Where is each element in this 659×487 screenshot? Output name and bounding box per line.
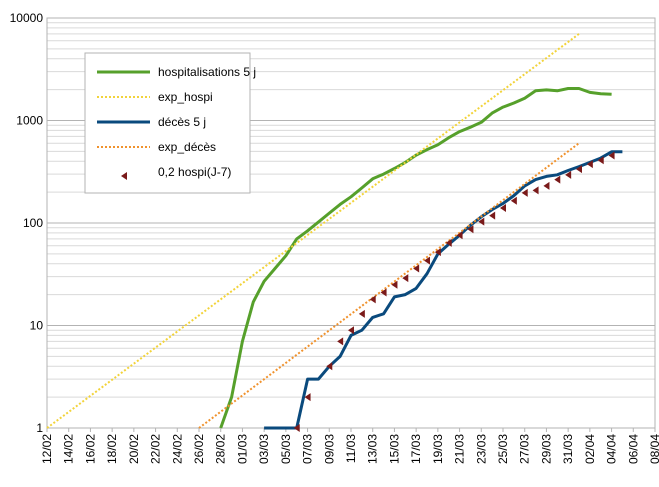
data-point-0-2-hospi-j-7 — [489, 211, 496, 220]
data-point-0-2-hospi-j-7 — [597, 156, 604, 165]
data-point-0-2-hospi-j-7 — [565, 170, 572, 179]
data-point-0-2-hospi-j-7 — [358, 309, 365, 318]
data-point-0-2-hospi-j-7 — [521, 188, 528, 197]
data-point-0-2-hospi-j-7 — [369, 295, 376, 304]
x-tick-label: 18/02 — [105, 434, 119, 464]
y-tick-label: 10000 — [10, 11, 44, 25]
data-point-0-2-hospi-j-7 — [445, 238, 452, 247]
grid — [47, 17, 655, 429]
x-tick-label: 29/03 — [539, 434, 553, 464]
x-tick-label: 20/02 — [127, 434, 141, 464]
x-tick-label: 23/03 — [474, 434, 488, 464]
y-tick-label: 10 — [30, 319, 44, 333]
data-point-0-2-hospi-j-7 — [467, 225, 474, 234]
legend-label-deces: décès 5 j — [158, 115, 206, 129]
x-tick-label: 14/02 — [62, 434, 76, 464]
series-line-exp-deces — [198, 142, 580, 429]
x-tick-label: 31/03 — [561, 434, 575, 464]
legend-label-exp-deces: exp_décès — [158, 140, 216, 154]
x-tick-label: 15/03 — [387, 434, 401, 464]
x-tick-label: 28/02 — [214, 434, 228, 464]
x-tick-label: 09/03 — [322, 434, 336, 464]
legend-swatch-hospi-j7 — [121, 172, 127, 180]
y-tick-label: 100 — [23, 216, 43, 230]
data-point-0-2-hospi-j-7 — [554, 175, 561, 184]
data-point-0-2-hospi-j-7 — [337, 337, 344, 346]
legend-label-exp-hospi: exp_hospi — [158, 90, 213, 104]
legend-label-hospitalisations: hospitalisations 5 j — [158, 65, 256, 79]
x-tick-label: 11/03 — [344, 434, 358, 463]
x-tick-label: 22/02 — [149, 434, 163, 464]
data-point-0-2-hospi-j-7 — [391, 280, 398, 289]
data-point-0-2-hospi-j-7 — [434, 248, 441, 257]
data-point-0-2-hospi-j-7 — [326, 362, 333, 371]
x-tick-label: 12/02 — [40, 434, 54, 464]
data-point-0-2-hospi-j-7 — [380, 288, 387, 297]
data-point-0-2-hospi-j-7 — [413, 264, 420, 273]
series-0-2-hospi-j-7 — [293, 151, 615, 432]
x-tick-label: 02/04 — [583, 434, 597, 464]
x-tick-label: 24/02 — [170, 434, 184, 464]
x-tick-label: 17/03 — [409, 434, 423, 464]
x-tick-label: 07/03 — [301, 434, 315, 464]
series-layer — [46, 33, 623, 432]
x-tick-label: 27/03 — [518, 434, 532, 464]
x-tick-label: 26/02 — [192, 434, 206, 464]
data-point-0-2-hospi-j-7 — [500, 204, 506, 213]
data-point-0-2-hospi-j-7 — [576, 165, 582, 174]
y-axis-tick-labels: 1 10 100 1000 10000 — [10, 11, 44, 435]
x-tick-label: 04/04 — [605, 434, 619, 464]
series-line-deces-5-j — [264, 150, 623, 430]
data-point-0-2-hospi-j-7 — [586, 160, 593, 169]
x-axis-tick-labels: 12/02 14/02 16/02 18/02 20/02 22/02 24/02 26/02… — [40, 428, 659, 464]
legend: hospitalisations 5 j exp_hospi décès 5 j… — [84, 52, 256, 194]
data-point-0-2-hospi-j-7 — [304, 393, 311, 402]
series-line-hospitalisations-5-j — [219, 87, 612, 429]
data-point-0-2-hospi-j-7 — [402, 274, 409, 283]
x-tick-label: 13/03 — [366, 434, 380, 464]
x-tick-label: 05/03 — [279, 434, 293, 464]
x-tick-label: 19/03 — [431, 434, 445, 464]
data-point-0-2-hospi-j-7 — [510, 196, 517, 205]
y-tick-label: 1000 — [16, 114, 43, 128]
x-tick-label: 06/04 — [626, 434, 640, 464]
legend-label-hospi-j7: 0,2 hospi(J-7) — [158, 165, 231, 179]
x-tick-label: 03/03 — [257, 434, 271, 464]
data-point-0-2-hospi-j-7 — [348, 326, 354, 335]
y-tick-label: 1 — [36, 421, 43, 435]
x-tick-label: 25/03 — [496, 434, 510, 464]
data-point-0-2-hospi-j-7 — [608, 151, 615, 160]
x-tick-label: 01/03 — [235, 434, 249, 464]
x-tick-label: 21/03 — [453, 434, 467, 464]
x-tick-label: 16/02 — [83, 434, 97, 464]
data-point-0-2-hospi-j-7 — [424, 256, 430, 265]
data-point-0-2-hospi-j-7 — [293, 424, 300, 432]
data-point-0-2-hospi-j-7 — [478, 217, 485, 226]
data-point-0-2-hospi-j-7 — [532, 186, 539, 195]
data-point-0-2-hospi-j-7 — [456, 231, 463, 240]
x-tick-label: 08/04 — [648, 434, 659, 464]
data-point-0-2-hospi-j-7 — [543, 181, 550, 190]
